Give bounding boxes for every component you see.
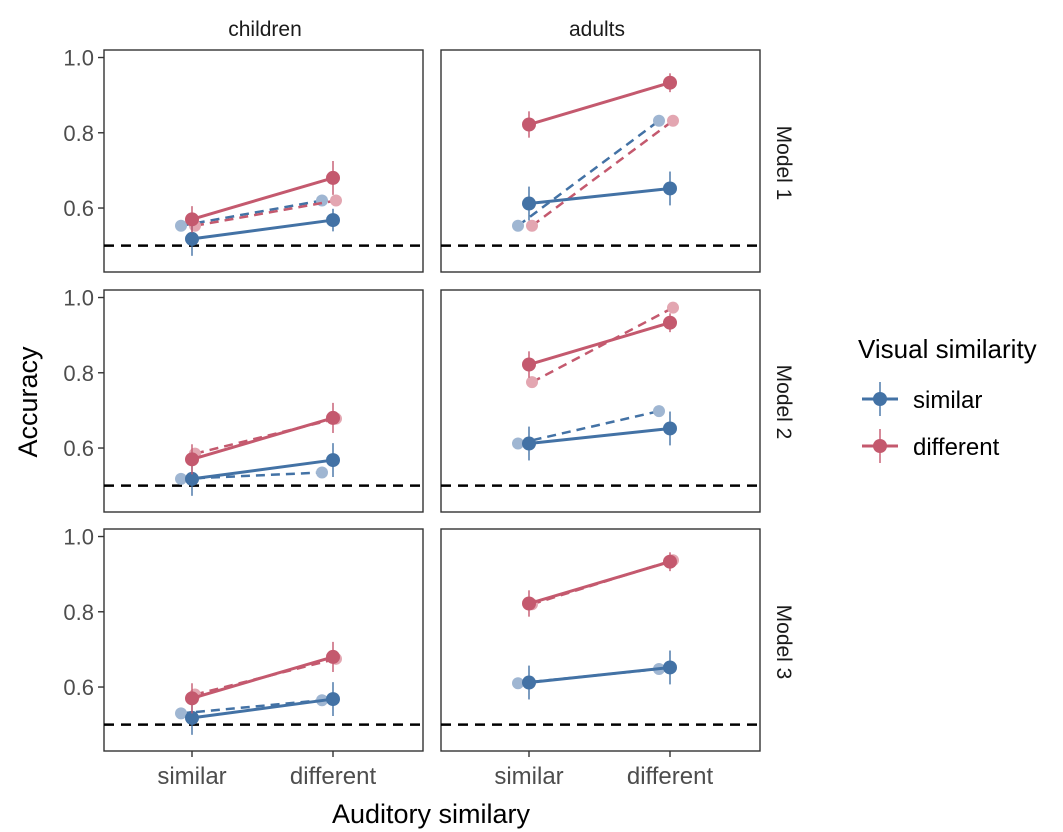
observed-point-similar — [185, 471, 199, 486]
y-tick-label: 0.6 — [63, 196, 94, 221]
column-label-adults: adults — [569, 18, 625, 41]
y-tick-label: 0.6 — [63, 436, 94, 461]
observed-point-similar — [185, 231, 199, 246]
observed-point-different — [663, 554, 677, 569]
observed-point-different — [185, 452, 199, 467]
panel-frame — [103, 528, 424, 752]
legend-key-similar — [862, 382, 898, 416]
observed-point-similar — [663, 421, 677, 436]
panel-adults-model-3: similar different — [440, 528, 761, 790]
model-point-different — [526, 219, 538, 232]
observed-line-similar — [528, 665, 671, 685]
column-label-children: children — [228, 18, 302, 41]
observed-line-different — [528, 81, 671, 126]
model-line-different — [194, 657, 337, 696]
model-point-similar — [316, 466, 328, 479]
x-tick-label: different — [290, 763, 377, 790]
observed-line-similar — [191, 218, 334, 241]
model-line-different — [194, 199, 337, 227]
observed-point-similar — [663, 660, 677, 675]
row-label-model-2: Model 2 — [772, 365, 795, 440]
y-axis-title: Accuracy — [13, 346, 43, 458]
panel-frame — [440, 289, 761, 513]
y-tick-label: 1.0 — [63, 286, 94, 311]
y-tick-label: 0.8 — [63, 121, 94, 146]
panel-frame — [440, 49, 761, 273]
observed-line-similar — [191, 697, 334, 720]
model-point-similar — [512, 437, 524, 450]
observed-point-different — [326, 170, 340, 185]
model-point-similar — [653, 405, 665, 418]
observed-point-different — [326, 410, 340, 425]
model-point-similar — [653, 114, 665, 127]
panel-frame — [103, 49, 424, 273]
panel-children-model-1: 0.6 0.8 1.0 — [63, 46, 424, 273]
model-point-different — [667, 301, 679, 314]
model-point-similar — [175, 707, 187, 720]
legend-similar-point — [873, 392, 887, 406]
x-tick-label: different — [627, 763, 714, 790]
observed-point-different — [663, 315, 677, 330]
y-tick-label: 1.0 — [63, 46, 94, 71]
panel-children-model-3: 0.6 0.8 1.0 similar different — [63, 525, 424, 790]
row-label-model-1: Model 1 — [772, 126, 795, 201]
panel-frame — [103, 289, 424, 513]
panel-adults-model-1 — [440, 49, 761, 273]
observed-line-different — [191, 416, 334, 461]
y-tick-label: 0.8 — [63, 361, 94, 386]
y-tick-label: 1.0 — [63, 525, 94, 550]
panel-children-model-2: 0.6 0.8 1.0 — [63, 286, 424, 513]
legend-title: Visual similarity — [858, 334, 1037, 364]
legend-different-point — [873, 439, 887, 453]
observed-line-similar — [528, 426, 671, 446]
observed-line-different — [528, 560, 671, 605]
legend: Visual similarity similar different — [858, 334, 1037, 463]
observed-line-different — [528, 321, 671, 366]
model-point-similar — [512, 219, 524, 232]
legend-label-similar: similar — [913, 387, 982, 414]
y-tick-label: 0.8 — [63, 600, 94, 625]
observed-point-similar — [185, 710, 199, 725]
model-point-different — [667, 114, 679, 127]
observed-point-different — [522, 357, 536, 372]
observed-point-different — [663, 75, 677, 90]
observed-line-similar — [528, 186, 671, 206]
legend-label-different: different — [913, 434, 1000, 461]
observed-line-different — [191, 655, 334, 700]
model-point-similar — [175, 472, 187, 485]
model-point-different — [330, 194, 342, 207]
panel-frame — [440, 528, 761, 752]
observed-line-similar — [191, 458, 334, 481]
panel-adults-model-2 — [440, 289, 761, 513]
y-tick-label: 0.6 — [63, 675, 94, 700]
observed-point-similar — [326, 453, 340, 468]
model-line-similar — [180, 199, 323, 227]
observed-point-different — [326, 649, 340, 664]
observed-line-different — [191, 176, 334, 221]
x-tick-label: similar — [494, 763, 563, 790]
observed-point-similar — [326, 213, 340, 228]
model-point-different — [526, 376, 538, 389]
observed-point-similar — [522, 436, 536, 451]
observed-point-different — [522, 596, 536, 611]
observed-point-similar — [522, 196, 536, 211]
legend-key-different — [862, 429, 898, 463]
model-line-similar — [180, 698, 323, 715]
observed-point-different — [185, 212, 199, 227]
model-line-similar — [517, 409, 660, 445]
observed-point-similar — [522, 675, 536, 690]
x-axis-title: Auditory similary — [332, 799, 531, 829]
panel-layer: 0.6 0.8 1.0 0.6 0.8 1.0 0.6 0.8 1.0 similar differ… — [63, 46, 761, 790]
x-tick-label: similar — [157, 763, 226, 790]
observed-point-different — [522, 117, 536, 132]
observed-point-similar — [326, 692, 340, 707]
model-point-similar — [512, 677, 524, 690]
observed-point-similar — [663, 181, 677, 196]
model-line-different — [531, 306, 674, 384]
row-label-model-3: Model 3 — [772, 605, 795, 680]
observed-point-different — [185, 691, 199, 706]
model-point-similar — [175, 219, 187, 232]
